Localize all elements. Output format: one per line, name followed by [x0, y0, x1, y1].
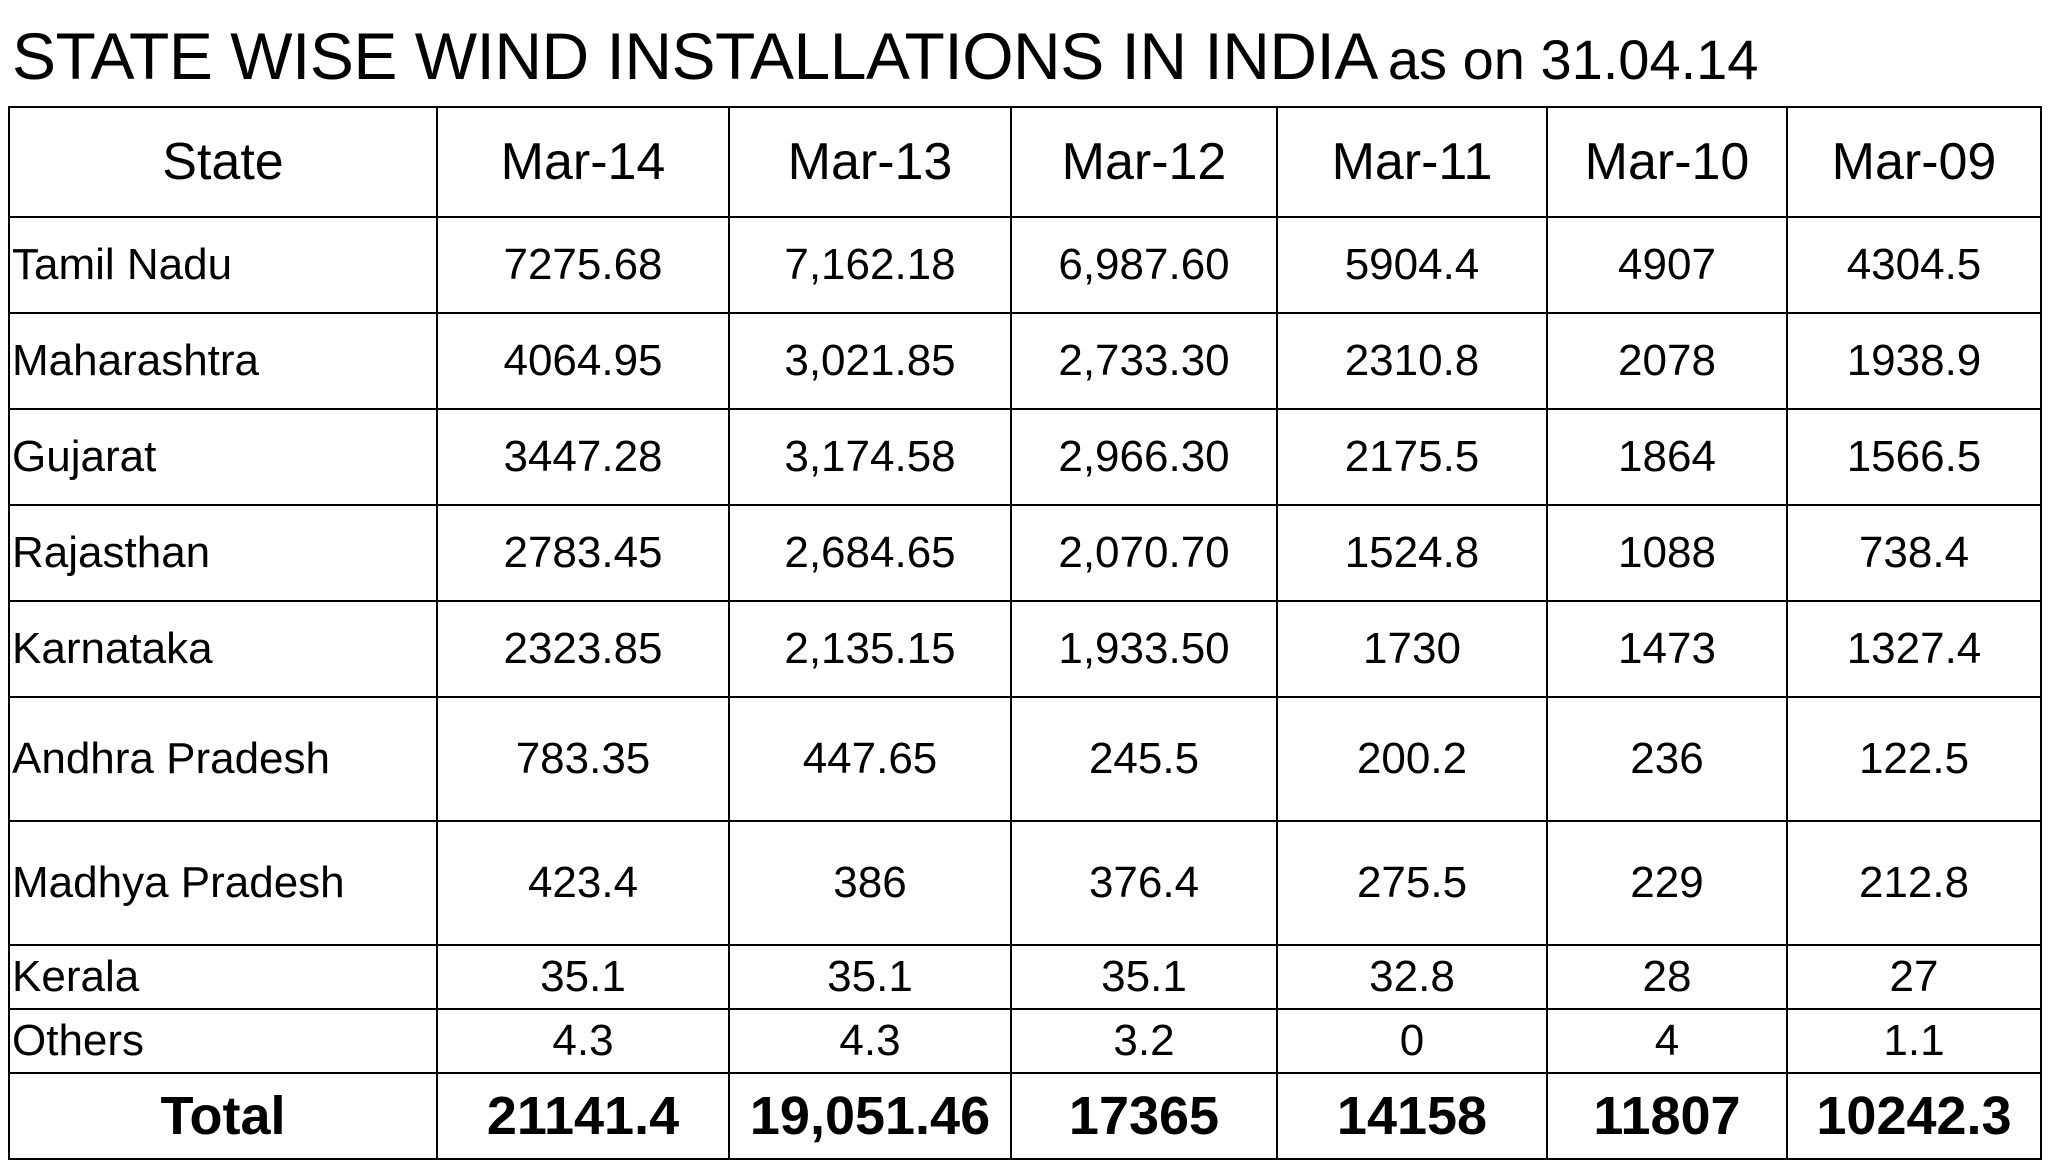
value-cell: 423.4 — [436, 820, 730, 946]
state-cell: Kerala — [8, 944, 438, 1010]
value-cell: 2323.85 — [436, 600, 730, 698]
total-cell: 17365 — [1010, 1072, 1278, 1160]
value-cell: 6,987.60 — [1010, 216, 1278, 314]
value-cell: 2,966.30 — [1010, 408, 1278, 506]
state-cell: Others — [8, 1008, 438, 1074]
state-cell: Maharashtra — [8, 312, 438, 410]
value-cell: 738.4 — [1786, 504, 2042, 602]
column-header-mar-09: Mar-09 — [1786, 106, 2042, 218]
column-header-mar-10: Mar-10 — [1546, 106, 1788, 218]
total-cell: 19,051.46 — [728, 1072, 1012, 1160]
value-cell: 1864 — [1546, 408, 1788, 506]
value-cell: 1.1 — [1786, 1008, 2042, 1074]
value-cell: 2,135.15 — [728, 600, 1012, 698]
value-cell: 245.5 — [1010, 696, 1278, 822]
title-date: as on 31.04.14 — [1387, 28, 1759, 91]
state-cell: Gujarat — [8, 408, 438, 506]
value-cell: 1,933.50 — [1010, 600, 1278, 698]
table-row: Karnataka 2323.85 2,135.15 1,933.50 1730… — [8, 600, 2042, 698]
value-cell: 3,021.85 — [728, 312, 1012, 410]
value-cell: 35.1 — [1010, 944, 1278, 1010]
value-cell: 1327.4 — [1786, 600, 2042, 698]
value-cell: 783.35 — [436, 696, 730, 822]
value-cell: 2175.5 — [1276, 408, 1548, 506]
value-cell: 2783.45 — [436, 504, 730, 602]
value-cell: 4.3 — [436, 1008, 730, 1074]
value-cell: 1730 — [1276, 600, 1548, 698]
value-cell: 27 — [1786, 944, 2042, 1010]
value-cell: 3447.28 — [436, 408, 730, 506]
value-cell: 122.5 — [1786, 696, 2042, 822]
column-header-mar-14: Mar-14 — [436, 106, 730, 218]
value-cell: 5904.4 — [1276, 216, 1548, 314]
column-header-mar-11: Mar-11 — [1276, 106, 1548, 218]
value-cell: 1524.8 — [1276, 504, 1548, 602]
table-row: Rajasthan 2783.45 2,684.65 2,070.70 1524… — [8, 504, 2042, 602]
value-cell: 0 — [1276, 1008, 1548, 1074]
value-cell: 4907 — [1546, 216, 1788, 314]
value-cell: 236 — [1546, 696, 1788, 822]
total-label: Total — [8, 1072, 438, 1160]
column-header-state: State — [8, 106, 438, 218]
value-cell: 2310.8 — [1276, 312, 1548, 410]
value-cell: 275.5 — [1276, 820, 1548, 946]
value-cell: 32.8 — [1276, 944, 1548, 1010]
table-row: Others 4.3 4.3 3.2 0 4 1.1 — [8, 1008, 2042, 1074]
table-row: Andhra Pradesh 783.35 447.65 245.5 200.2… — [8, 696, 2042, 822]
table-row: Kerala 35.1 35.1 35.1 32.8 28 27 — [8, 944, 2042, 1010]
value-cell: 376.4 — [1010, 820, 1278, 946]
value-cell: 4064.95 — [436, 312, 730, 410]
value-cell: 7,162.18 — [728, 216, 1012, 314]
title-main: STATE WISE WIND INSTALLATIONS IN INDIA — [12, 19, 1378, 93]
state-cell: Madhya Pradesh — [8, 820, 438, 946]
value-cell: 7275.68 — [436, 216, 730, 314]
total-cell: 10242.3 — [1786, 1072, 2042, 1160]
table-header-row: State Mar-14 Mar-13 Mar-12 Mar-11 Mar-10… — [8, 106, 2042, 218]
value-cell: 35.1 — [728, 944, 1012, 1010]
value-cell: 2078 — [1546, 312, 1788, 410]
total-cell: 11807 — [1546, 1072, 1788, 1160]
total-cell: 21141.4 — [436, 1072, 730, 1160]
value-cell: 1566.5 — [1786, 408, 2042, 506]
state-cell: Karnataka — [8, 600, 438, 698]
column-header-mar-12: Mar-12 — [1010, 106, 1278, 218]
value-cell: 1938.9 — [1786, 312, 2042, 410]
value-cell: 3.2 — [1010, 1008, 1278, 1074]
table-row: Madhya Pradesh 423.4 386 376.4 275.5 229… — [8, 820, 2042, 946]
value-cell: 35.1 — [436, 944, 730, 1010]
table-row: Maharashtra 4064.95 3,021.85 2,733.30 23… — [8, 312, 2042, 410]
value-cell: 1473 — [1546, 600, 1788, 698]
table-row: Tamil Nadu 7275.68 7,162.18 6,987.60 590… — [8, 216, 2042, 314]
value-cell: 447.65 — [728, 696, 1012, 822]
value-cell: 3,174.58 — [728, 408, 1012, 506]
total-row: Total 21141.4 19,051.46 17365 14158 1180… — [8, 1072, 2042, 1160]
value-cell: 2,684.65 — [728, 504, 1012, 602]
wind-installations-table: State Mar-14 Mar-13 Mar-12 Mar-11 Mar-10… — [8, 106, 2042, 1160]
table-row: Gujarat 3447.28 3,174.58 2,966.30 2175.5… — [8, 408, 2042, 506]
value-cell: 28 — [1546, 944, 1788, 1010]
value-cell: 229 — [1546, 820, 1788, 946]
value-cell: 200.2 — [1276, 696, 1548, 822]
value-cell: 4.3 — [728, 1008, 1012, 1074]
value-cell: 386 — [728, 820, 1012, 946]
value-cell: 2,070.70 — [1010, 504, 1278, 602]
value-cell: 212.8 — [1786, 820, 2042, 946]
value-cell: 4 — [1546, 1008, 1788, 1074]
total-cell: 14158 — [1276, 1072, 1548, 1160]
state-cell: Andhra Pradesh — [8, 696, 438, 822]
column-header-mar-13: Mar-13 — [728, 106, 1012, 218]
state-cell: Tamil Nadu — [8, 216, 438, 314]
value-cell: 2,733.30 — [1010, 312, 1278, 410]
page-title: STATE WISE WIND INSTALLATIONS IN INDIA as… — [12, 14, 1758, 98]
value-cell: 4304.5 — [1786, 216, 2042, 314]
value-cell: 1088 — [1546, 504, 1788, 602]
state-cell: Rajasthan — [8, 504, 438, 602]
